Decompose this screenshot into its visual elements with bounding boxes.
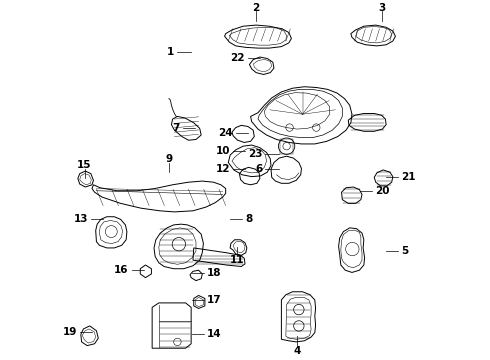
- Text: 22: 22: [230, 53, 245, 63]
- Text: 18: 18: [207, 268, 221, 278]
- Text: 15: 15: [77, 161, 92, 171]
- Text: 14: 14: [207, 329, 222, 339]
- Text: 6: 6: [255, 164, 263, 174]
- Text: 20: 20: [375, 186, 390, 197]
- Text: 9: 9: [165, 154, 172, 164]
- Text: 5: 5: [401, 246, 408, 256]
- Text: 13: 13: [74, 214, 88, 224]
- Text: 21: 21: [401, 172, 416, 182]
- Text: 2: 2: [252, 3, 260, 13]
- Text: 4: 4: [294, 346, 301, 356]
- Text: 8: 8: [245, 214, 252, 224]
- Text: 17: 17: [207, 295, 222, 305]
- Text: 11: 11: [230, 255, 244, 265]
- Text: 3: 3: [379, 3, 386, 13]
- Text: 7: 7: [172, 123, 180, 133]
- Text: 23: 23: [248, 149, 263, 159]
- Text: 10: 10: [216, 146, 230, 156]
- Text: 1: 1: [167, 47, 174, 57]
- Text: 24: 24: [218, 128, 233, 138]
- Text: 16: 16: [114, 265, 129, 275]
- Text: 19: 19: [62, 327, 77, 337]
- Text: 12: 12: [216, 164, 230, 174]
